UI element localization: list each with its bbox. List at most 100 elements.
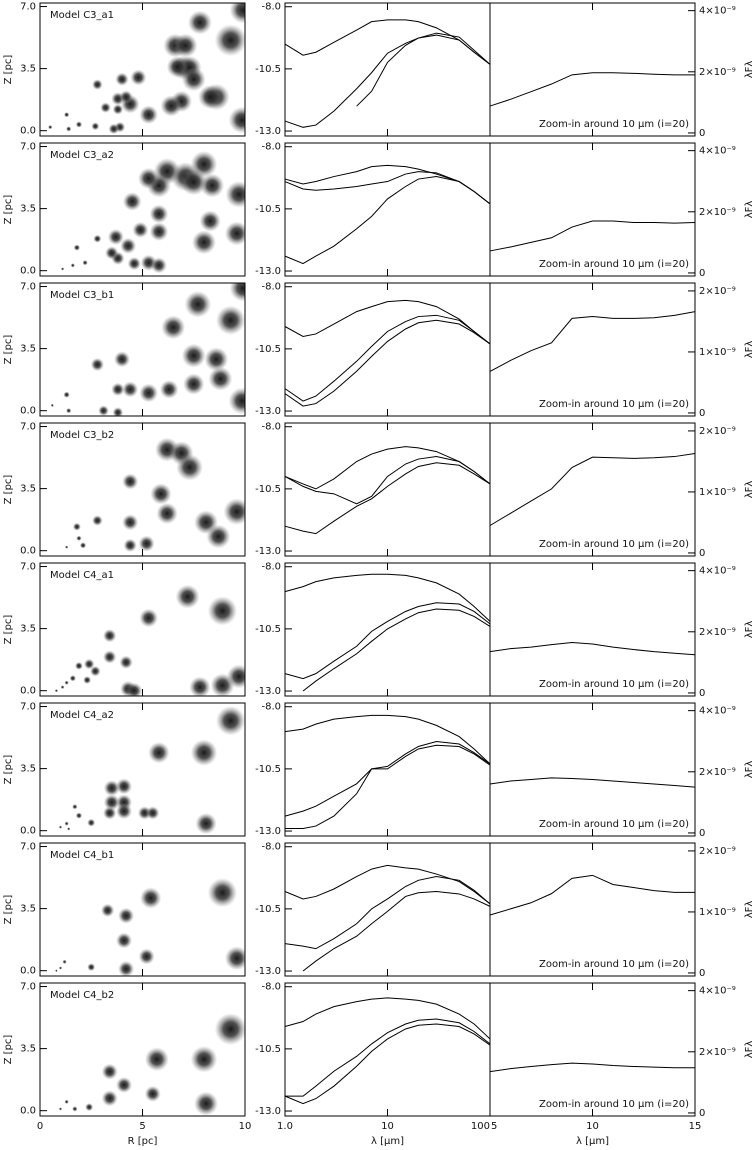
sed-curve: [284, 176, 491, 265]
cloud: [93, 234, 102, 243]
cloud: [62, 959, 67, 964]
y-tick-label: -10.5: [255, 64, 281, 75]
cloud: [90, 357, 105, 372]
cloud: [92, 79, 103, 90]
y-axis-label: Z [pc]: [3, 335, 14, 365]
y-tick-label: 1×10⁻⁹: [699, 907, 736, 918]
panel-title: Model C3_a1: [50, 10, 114, 21]
cloud: [64, 680, 69, 685]
panel: 0.0 3.5 7.0 Model C3_b2 Z [pc]: [3, 422, 246, 557]
cloud: [150, 257, 167, 274]
cloud: [206, 524, 231, 549]
y-tick-label: 0.0: [20, 126, 36, 137]
y-tick-label: -10.5: [255, 204, 281, 215]
cloud: [116, 1076, 133, 1093]
sed-curve: [284, 714, 491, 765]
y-tick-label: -10.5: [255, 624, 281, 635]
plot-area: [58, 1013, 245, 1116]
cloud: [199, 210, 221, 232]
y-tick-label: 0: [699, 968, 705, 979]
cloud: [122, 192, 142, 211]
y-tick-label: 4×10⁻⁹: [699, 146, 736, 157]
cloud: [87, 818, 96, 827]
y-axis-label: Z [pc]: [3, 755, 14, 785]
sed-curve: [284, 462, 491, 535]
panel-title: Model C3_b1: [50, 290, 114, 301]
cloud: [159, 380, 179, 399]
cloud: [112, 407, 124, 416]
sed-curve: [489, 1062, 695, 1073]
y-tick-label: -13.0: [255, 546, 281, 557]
y-tick-label: -13.0: [255, 1106, 281, 1117]
y-tick-label: 0.0: [20, 966, 36, 977]
cloud: [229, 283, 245, 302]
panel: 0.0 3.5 7.0 Model C3_b1 Z [pc]: [3, 282, 246, 417]
cloud: [114, 351, 130, 368]
y-tick-label: 7.0: [20, 422, 36, 433]
y-tick-label: 4×10⁻⁹: [699, 986, 736, 997]
y-tick-label: 0: [699, 828, 705, 839]
cloud: [72, 804, 78, 810]
y-tick-label: 3.5: [20, 1044, 36, 1055]
cloud: [224, 221, 245, 246]
panel: 0 2×10⁻⁹ 4×10⁻⁹ Zoom-in around 10 μm (i=20)…: [489, 2, 755, 139]
y-tick-label: 7.0: [20, 2, 36, 13]
y-tick-label: 0.0: [20, 546, 36, 557]
y-tick-label: 3.5: [20, 764, 36, 775]
cloud: [118, 960, 135, 976]
cloud: [122, 473, 139, 490]
y-tick-label: -8.0: [261, 982, 281, 993]
cloud: [69, 675, 76, 682]
cloud: [74, 661, 83, 670]
y-tick-label: 0.0: [20, 826, 36, 837]
cloud: [82, 260, 88, 266]
cloud: [55, 969, 58, 973]
panel-title: Model C4_b1: [50, 850, 114, 861]
annotation: Zoom-in around 10 μm (i=20): [539, 959, 689, 970]
cloud: [111, 382, 125, 397]
cloud: [70, 263, 75, 268]
plot-area: [48, 3, 245, 135]
cloud: [192, 230, 216, 255]
cloud: [103, 650, 117, 664]
cloud: [58, 1107, 63, 1111]
cloud: [225, 181, 245, 208]
cloud: [207, 596, 238, 626]
cloud: [87, 963, 96, 972]
x-axis-label: λ [μm]: [371, 1136, 404, 1147]
cloud: [118, 907, 135, 924]
cloud: [146, 806, 160, 820]
sed-curve: [302, 608, 491, 692]
cloud: [183, 373, 205, 395]
cloud: [229, 3, 245, 24]
y-tick-label: -10.5: [255, 344, 281, 355]
x-tick-label: 10: [586, 1121, 599, 1132]
x-tick-label: 1.0: [277, 1121, 293, 1132]
y-tick-label: 3.5: [20, 204, 36, 215]
cloud: [224, 946, 245, 971]
y-axis-label: λFλ: [744, 481, 755, 499]
cloud: [122, 381, 139, 398]
y-tick-label: -8.0: [261, 282, 281, 293]
plot-area: [55, 877, 245, 976]
cloud: [58, 966, 63, 970]
y-tick-label: -8.0: [261, 422, 281, 433]
annotation: Zoom-in around 10 μm (i=20): [539, 119, 689, 130]
panel: 0 2×10⁻⁹ 4×10⁻⁹ Zoom-in around 10 μm (i=20)…: [489, 702, 755, 839]
annotation: Zoom-in around 10 μm (i=20): [539, 259, 689, 270]
panel: 0.0 3.5 7.0 Model C3_a2 Z [pc]: [3, 142, 246, 277]
cloud: [173, 33, 198, 58]
cloud: [108, 123, 120, 135]
cloud: [66, 126, 72, 132]
cloud: [214, 1013, 245, 1046]
y-tick-label: -8.0: [261, 142, 281, 153]
panel-title: Model C4_a1: [50, 570, 114, 581]
y-tick-label: 1×10⁻⁹: [699, 347, 736, 358]
plot-area: [58, 706, 245, 835]
y-tick-label: 0: [699, 548, 705, 559]
x-tick-label: 5: [491, 1121, 497, 1132]
cloud: [223, 498, 245, 525]
cloud: [138, 948, 155, 965]
cloud: [160, 95, 182, 117]
